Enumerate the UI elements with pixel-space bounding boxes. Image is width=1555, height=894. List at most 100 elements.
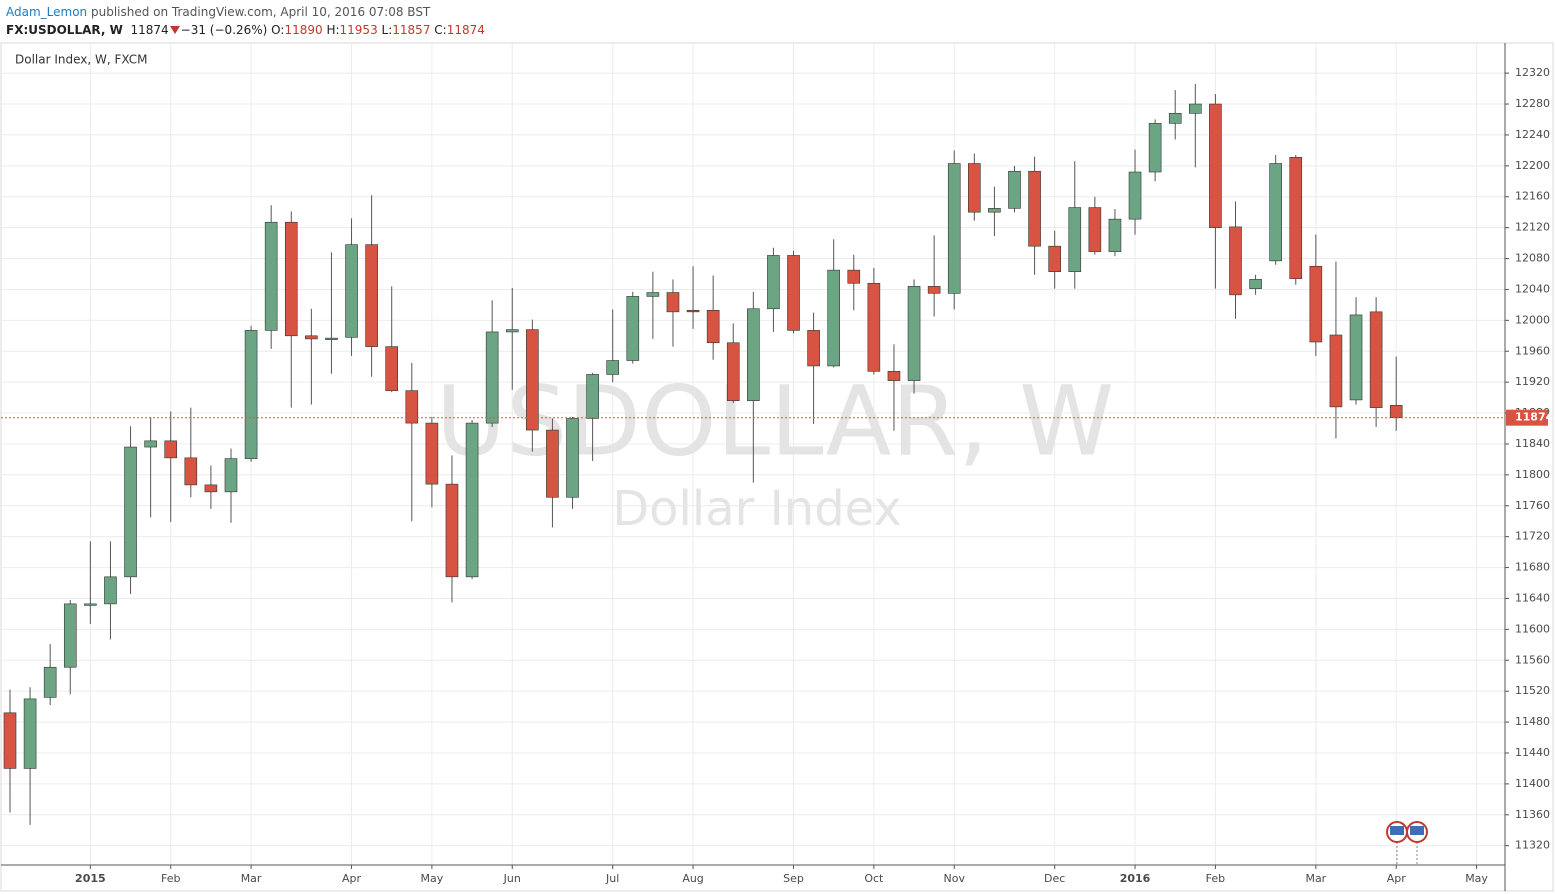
author[interactable]: Adam_Lemon (6, 5, 88, 19)
y-tick-label: 12280 (1515, 97, 1550, 110)
y-tick-label: 11640 (1515, 591, 1550, 604)
y-tick-label: 11600 (1515, 622, 1550, 635)
candle-body (264, 221, 278, 331)
y-tick-label: 12040 (1515, 282, 1550, 295)
quote-line: FX:USDOLLAR, W 11874 −31 (−0.26%) O:11890… (6, 21, 485, 39)
candle-body (1229, 226, 1242, 296)
x-tick-label: Oct (864, 872, 884, 885)
candle-body (526, 329, 539, 431)
x-tick-label: Apr (342, 872, 362, 885)
ohlc-label: C: (434, 23, 447, 37)
y-tick-label: 11360 (1515, 808, 1550, 821)
candle-body (887, 371, 901, 381)
y-tick-label: 12160 (1515, 190, 1550, 203)
x-tick-label: 2015 (75, 872, 106, 885)
flag (1390, 826, 1404, 835)
close-value: 11874 (446, 23, 485, 37)
y-tick-label: 11920 (1515, 375, 1550, 388)
candle-body (1148, 123, 1162, 173)
candle-body (465, 422, 479, 578)
last-price: 11874 (130, 23, 169, 37)
candle-body (1068, 207, 1082, 272)
last-price-label: 11874 (1515, 411, 1554, 424)
candle-body (787, 255, 800, 331)
y-tick-label: 11440 (1515, 746, 1550, 759)
candle-body (1028, 170, 1041, 247)
candle-body (244, 330, 258, 459)
candle-body (505, 329, 519, 333)
candle-body (807, 330, 820, 367)
candle-body (586, 374, 599, 419)
x-tick-label: 2016 (1120, 872, 1151, 885)
candle-body (1329, 334, 1343, 408)
candle-body (1389, 405, 1403, 418)
event-flags (1386, 821, 1428, 865)
y-tick-label: 11840 (1515, 437, 1550, 450)
candle-body (365, 244, 378, 347)
x-tick-label: May (421, 872, 444, 885)
y-tick-label: 11680 (1515, 561, 1550, 574)
published: published on TradingView.com, April 10, … (90, 5, 431, 19)
candle-body (345, 244, 358, 338)
symbol: FX:USDOLLAR, W (6, 23, 123, 37)
y-tick-label: 11480 (1515, 715, 1550, 728)
candle-body (1349, 314, 1363, 401)
candle-body (224, 458, 238, 493)
candle-body (164, 440, 178, 459)
candle-body (1008, 170, 1021, 209)
candle-body (23, 698, 37, 769)
candle-body (1088, 207, 1102, 252)
candle-body (3, 712, 17, 769)
x-tick-label: Mar (1305, 872, 1326, 885)
candle-body (305, 335, 318, 340)
candle-body (686, 310, 700, 313)
low-value: 11857 (392, 23, 431, 37)
candle-body (425, 422, 439, 485)
y-tick-label: 11960 (1515, 344, 1550, 357)
candle-body (726, 342, 740, 401)
x-tick-label: May (1465, 872, 1488, 885)
candle-body (1289, 157, 1303, 279)
high-value: 11953 (339, 23, 378, 37)
candle-body (1108, 218, 1122, 252)
candles (3, 83, 1403, 825)
y-tick-label: 11520 (1515, 684, 1550, 697)
ohlc-label: L: (381, 23, 393, 37)
candle-body (646, 292, 660, 297)
candle-body (927, 286, 941, 294)
candle-body (1168, 113, 1182, 124)
grid (1, 43, 1505, 865)
candle-body (747, 308, 760, 401)
candle-body (325, 337, 338, 340)
x-tick-label: Apr (1387, 872, 1407, 885)
y-tick-label: 11400 (1515, 777, 1550, 790)
publish-line: Adam_Lemon published on TradingView.com,… (6, 3, 485, 21)
candle-body (606, 360, 620, 375)
candle-body (566, 418, 579, 498)
x-tick-label: Sep (783, 872, 804, 885)
ohlc-label: H: (326, 23, 340, 37)
candle-body (385, 346, 399, 391)
y-tick-label: 11800 (1515, 468, 1550, 481)
last-price-box (1506, 409, 1548, 426)
candle-body (1128, 171, 1142, 220)
candle-body (1369, 311, 1383, 408)
candle-body (144, 440, 157, 448)
x-tick-label: Feb (161, 872, 180, 885)
candle-body (626, 296, 640, 361)
candle-body (546, 429, 559, 498)
y-tick-label: 11760 (1515, 499, 1550, 512)
candle-body (1309, 265, 1323, 343)
ohlc-label: O: (271, 23, 285, 37)
candle-body (1269, 163, 1282, 262)
x-tick-label: Nov (943, 872, 965, 885)
candle-body (124, 446, 137, 578)
x-tick-label: Dec (1044, 872, 1065, 885)
y-tick-label: 11720 (1515, 530, 1550, 543)
y-tick-label: 11560 (1515, 653, 1550, 666)
candle-body (405, 390, 419, 424)
candle-body (184, 457, 198, 486)
y-tick-label: 12240 (1515, 128, 1550, 141)
